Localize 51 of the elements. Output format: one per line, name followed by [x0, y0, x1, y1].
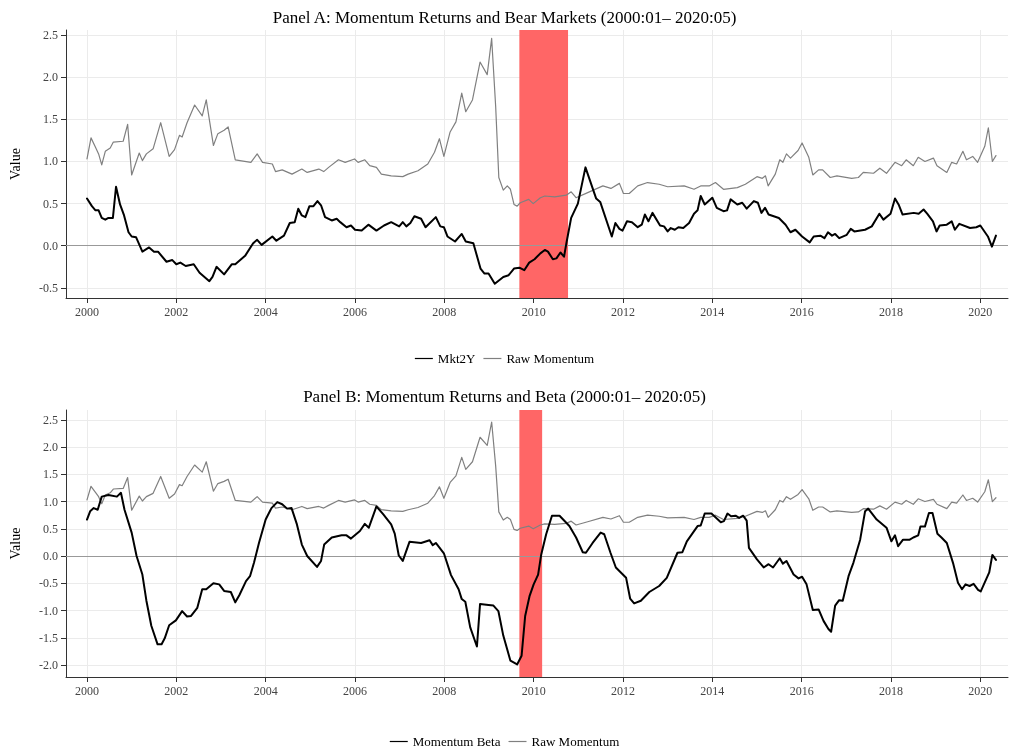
x-tick-label: 2016: [789, 305, 814, 319]
y-tick-label: -2.0: [39, 658, 58, 673]
x-tick-label: 2006: [342, 305, 367, 319]
x-tick-label: 2018: [878, 305, 903, 319]
legend-label: Momentum Beta: [412, 734, 501, 749]
x-tick-label: 2020: [968, 305, 993, 319]
legend-label: Mkt2Y: [437, 351, 477, 366]
y-tick-label: 0.5: [43, 521, 58, 536]
x-tick-label: 2000: [74, 305, 99, 319]
y-axis-title: Value: [7, 527, 23, 560]
y-tick-label: 1.5: [43, 467, 58, 482]
y-tick-label: 1.0: [43, 494, 58, 509]
x-tick-label: 2020: [968, 684, 993, 698]
x-tick-label: 2010: [521, 305, 546, 319]
y-tick-label: 2.0: [43, 440, 58, 455]
line-series: [86, 421, 997, 532]
x-tick-label: 2004: [253, 305, 278, 319]
y-tick-label: 1.0: [43, 154, 58, 169]
y-tick-label: 2.5: [43, 28, 58, 43]
y-tick-label: 0.5: [43, 196, 58, 211]
x-tick-label: 2008: [432, 684, 457, 698]
y-tick-label: 2.5: [43, 412, 58, 427]
x-tick-label: 2004: [253, 684, 278, 698]
x-tick-label: 2014: [700, 684, 725, 698]
y-tick-label: 0.0: [43, 549, 58, 564]
x-tick-label: 2006: [342, 684, 367, 698]
x-tick-label: 2002: [164, 305, 189, 319]
y-axis-title: Value: [7, 148, 23, 180]
x-tick-label: 2000: [74, 684, 99, 698]
x-tick-label: 2010: [521, 684, 546, 698]
y-tick-label: -1.5: [39, 630, 58, 645]
x-tick-label: 2008: [432, 305, 457, 319]
x-tick-label: 2014: [700, 305, 725, 319]
y-tick-label: -1.0: [39, 603, 58, 618]
line-series: [85, 166, 997, 285]
x-tick-label: 2012: [610, 684, 635, 698]
chart-title: Panel B: Momentum Returns and Beta (2000:01– 2020:05): [303, 387, 706, 406]
legend-label: Raw Momentum: [531, 734, 620, 749]
y-tick-label: 1.5: [43, 112, 58, 127]
y-tick-label: -0.5: [39, 280, 58, 295]
chart-title: Panel A: Momentum Returns and Bear Markets (2000:01– 2020:05): [272, 8, 737, 27]
line-series: [86, 37, 997, 207]
x-tick-label: 2016: [789, 684, 814, 698]
y-tick-label: 0.0: [43, 238, 58, 253]
y-tick-label: 2.0: [43, 70, 58, 85]
legend-label: Raw Momentum: [506, 351, 595, 366]
x-tick-label: 2012: [610, 305, 635, 319]
x-tick-label: 2018: [878, 684, 903, 698]
x-tick-label: 2002: [164, 684, 189, 698]
y-tick-label: -0.5: [39, 576, 58, 591]
line-series: [85, 491, 997, 666]
